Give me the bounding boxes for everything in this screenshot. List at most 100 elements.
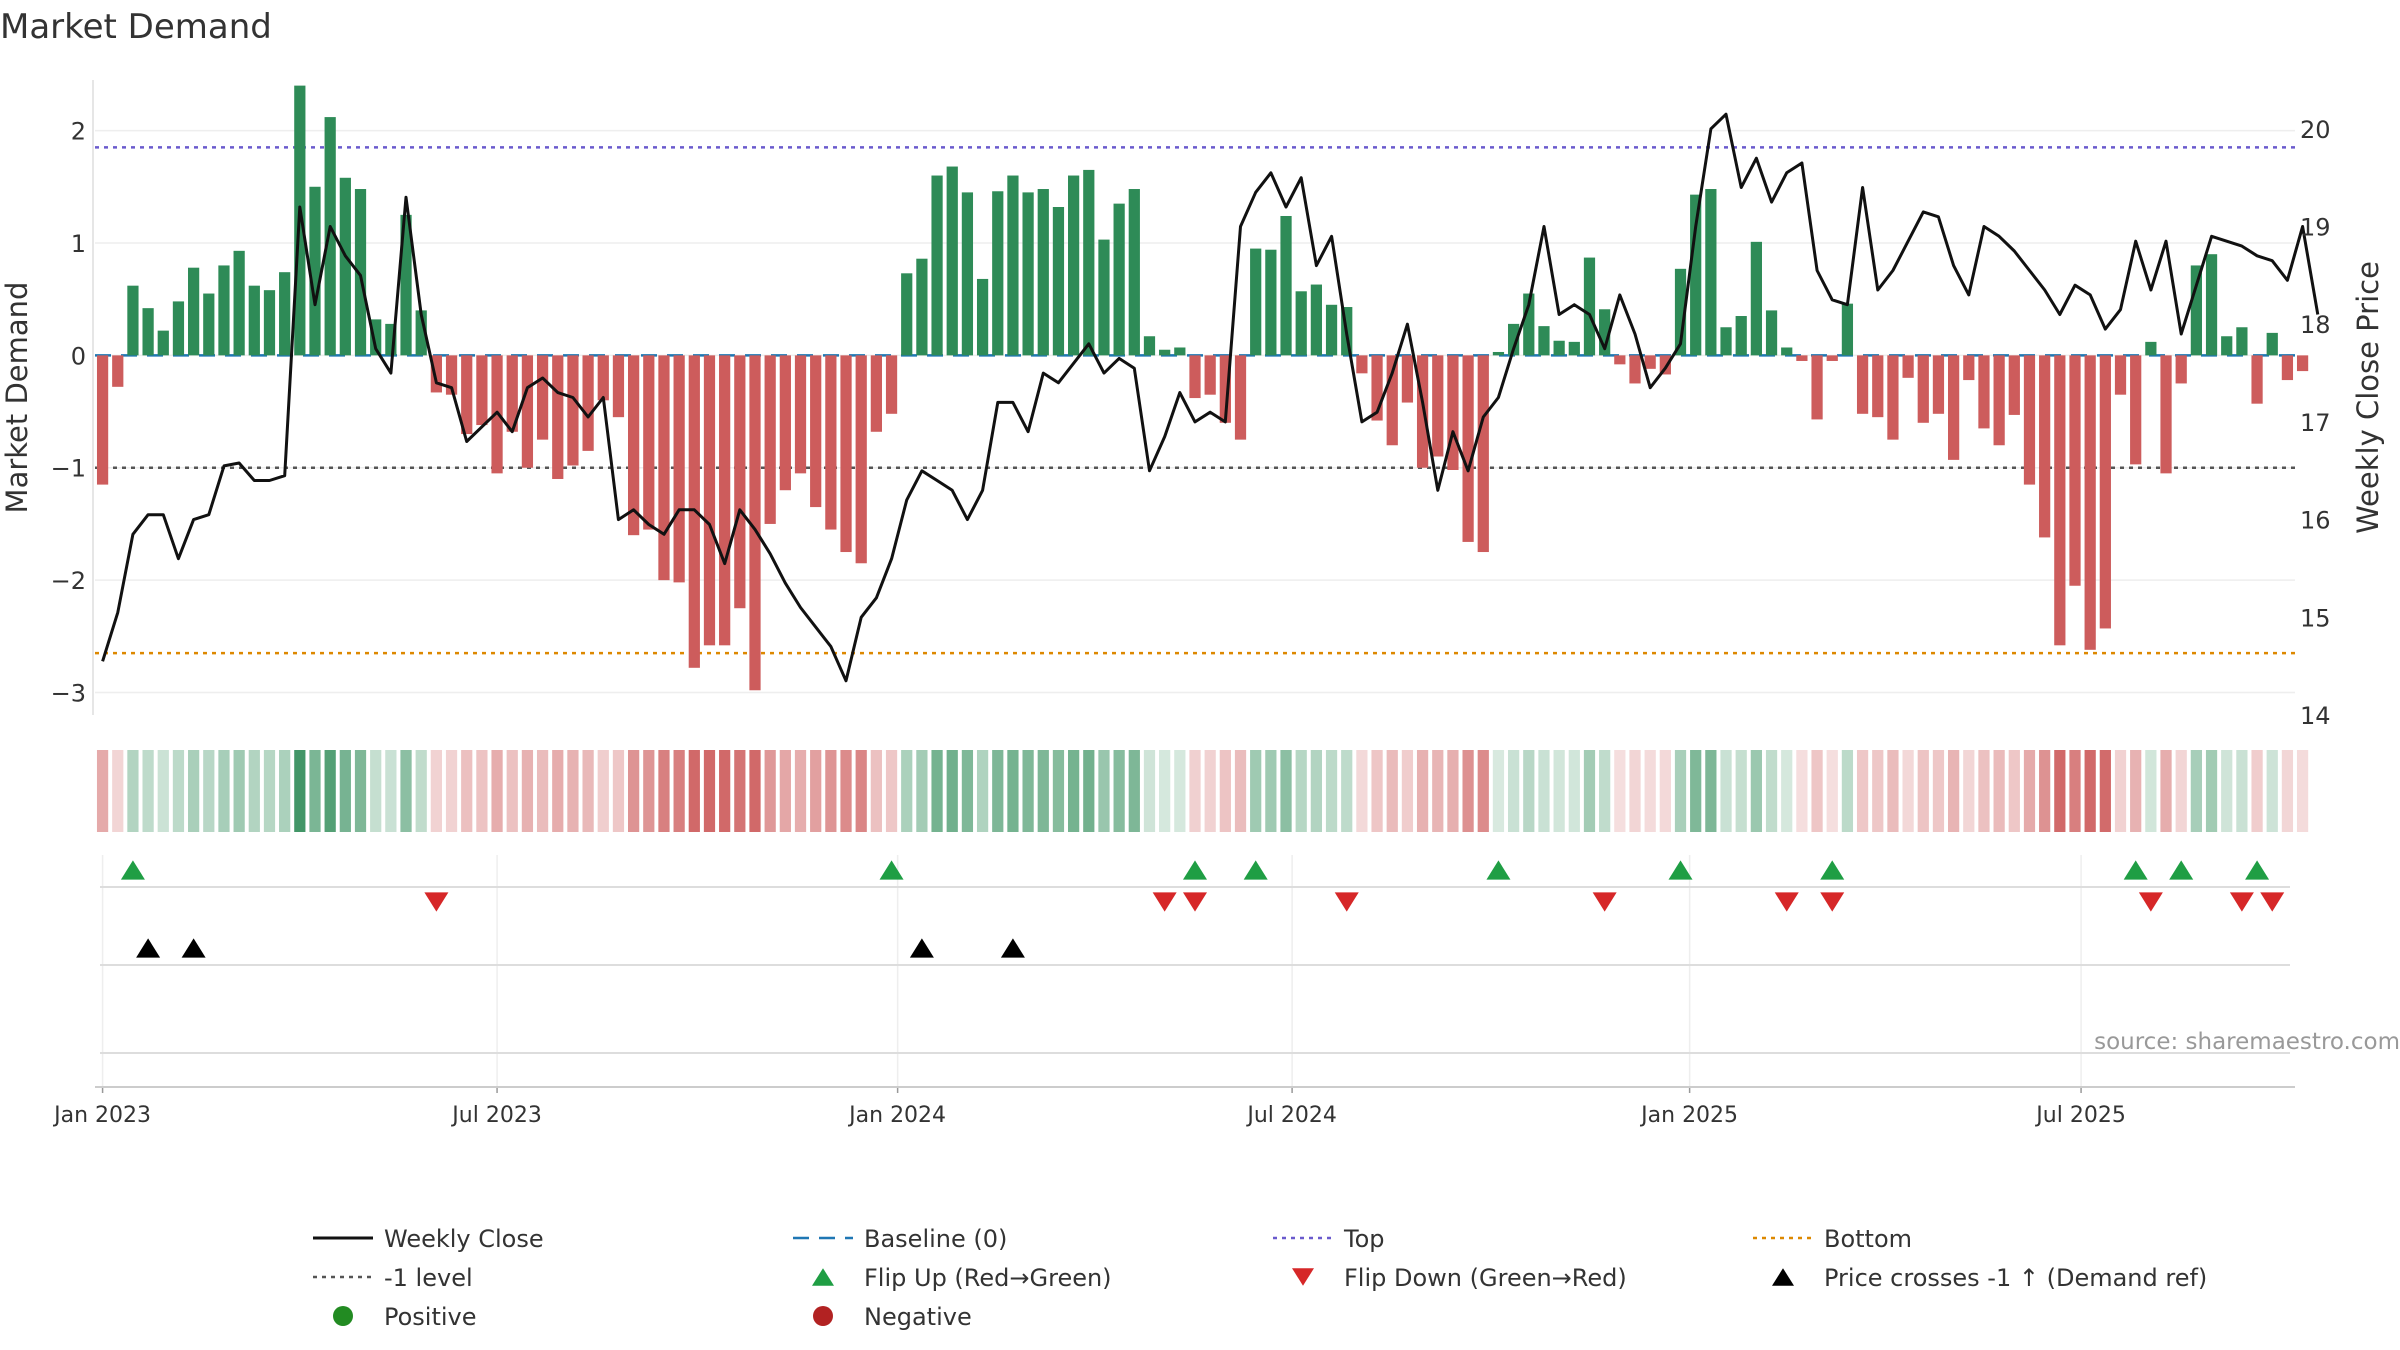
legend-label: Baseline (0) [864, 1225, 1007, 1253]
heat-cell [1386, 750, 1398, 832]
heat-cell [521, 750, 534, 832]
heat-cell [1234, 750, 1247, 832]
heat-cell [1750, 750, 1762, 832]
demand-bar [1143, 336, 1156, 356]
heat-cell [506, 750, 518, 832]
flip-down-marker [2260, 892, 2285, 912]
demand-bar [2236, 327, 2248, 356]
demand-bar [263, 290, 276, 356]
demand-bar [1917, 355, 1929, 423]
demand-bar [643, 355, 655, 530]
heat-cell [415, 750, 427, 832]
demand-bar [430, 355, 442, 393]
heat-cell [263, 750, 276, 832]
heat-cell [976, 750, 989, 832]
demand-bar [901, 273, 913, 356]
y-tick-label: 2 [71, 118, 86, 146]
x-tick-label: Jan 2024 [847, 1103, 946, 1128]
demand-bar [2039, 355, 2051, 538]
heat-cell [2266, 750, 2278, 832]
demand-bar [1553, 340, 1565, 356]
heat-cell [1052, 750, 1065, 832]
heat-cell [1204, 750, 1216, 832]
demand-bars [96, 85, 2309, 691]
heat-cell [1219, 750, 1231, 832]
heat-cell [1659, 750, 1671, 832]
heat-cell [658, 750, 670, 832]
demand-bar [218, 265, 230, 356]
heat-cell [1644, 750, 1656, 832]
heat-cell [961, 750, 974, 832]
heat-cell [1872, 750, 1884, 832]
heat-cell [2084, 750, 2096, 832]
heat-cell [916, 750, 928, 832]
demand-bar [172, 301, 185, 356]
heat-cell [628, 750, 640, 832]
demand-bar [1720, 327, 1732, 356]
heat-cell [1113, 750, 1125, 832]
demand-bar [673, 355, 685, 583]
heat-cell [203, 750, 215, 832]
demand-bar [1098, 239, 1110, 356]
demand-bar [476, 355, 488, 426]
flip-up-marker [2169, 860, 2194, 880]
demand-bar [870, 355, 882, 432]
heat-cell [339, 750, 351, 832]
demand-bar [2069, 355, 2081, 586]
y2-tick-label: 18 [2300, 311, 2331, 339]
y2-tick-label: 16 [2300, 507, 2331, 535]
heat-cell [1341, 750, 1353, 832]
heat-cell [1401, 750, 1414, 832]
x-tick-label: Jul 2023 [450, 1103, 542, 1128]
demand-bar [2205, 254, 2218, 356]
heat-cell [1705, 750, 1717, 832]
heat-cell [491, 750, 503, 832]
demand-bar [2008, 355, 2020, 415]
heat-cell [1963, 750, 1975, 832]
demand-bar [2175, 355, 2187, 384]
heat-cell [2175, 750, 2187, 832]
demand-bar [1113, 203, 1125, 356]
heat-cell [1280, 750, 1292, 832]
demand-bar [734, 355, 746, 609]
heat-cell [1614, 750, 1626, 832]
demand-bar [1523, 293, 1535, 356]
heat-cell [1568, 750, 1580, 832]
heat-cell [567, 750, 579, 832]
demand-bar [127, 285, 139, 356]
legend-label: Flip Up (Red→Green) [864, 1264, 1112, 1292]
demand-bar [279, 272, 291, 356]
flip-up-marker [1486, 860, 1511, 880]
demand-bar [1477, 355, 1489, 553]
heat-cell [2114, 750, 2127, 832]
flip-down-marker [2229, 892, 2254, 912]
heat-cell [1841, 750, 1854, 832]
heat-cell [1720, 750, 1732, 832]
demand-bar [112, 355, 124, 387]
heat-cell [2039, 750, 2051, 832]
heat-cell [901, 750, 913, 832]
y-axis-label: Market Demand [0, 282, 34, 514]
price-cross-marker [909, 938, 934, 958]
demand-bar [354, 189, 367, 356]
flip-down-marker [1592, 892, 1617, 912]
demand-bar [931, 175, 943, 356]
flip-up-marker [879, 860, 904, 880]
heat-cell [2296, 750, 2309, 832]
heat-cell [1917, 750, 1929, 832]
y2-tick-label: 14 [2300, 702, 2331, 730]
demand-bar [1068, 175, 1080, 356]
demand-bar [1189, 355, 1201, 399]
heat-cell [885, 750, 898, 832]
heat-cell [1826, 750, 1838, 832]
demand-bar [567, 355, 579, 466]
heat-cell [1492, 750, 1505, 832]
legend-label: Positive [384, 1303, 477, 1331]
demand-bar [1932, 355, 1945, 414]
heat-cell [248, 750, 260, 832]
price-cross-marker [181, 938, 206, 958]
heat-cell [1735, 750, 1747, 832]
heat-cell [385, 750, 397, 832]
demand-bar [1902, 355, 1914, 378]
demand-bar [1644, 355, 1656, 369]
